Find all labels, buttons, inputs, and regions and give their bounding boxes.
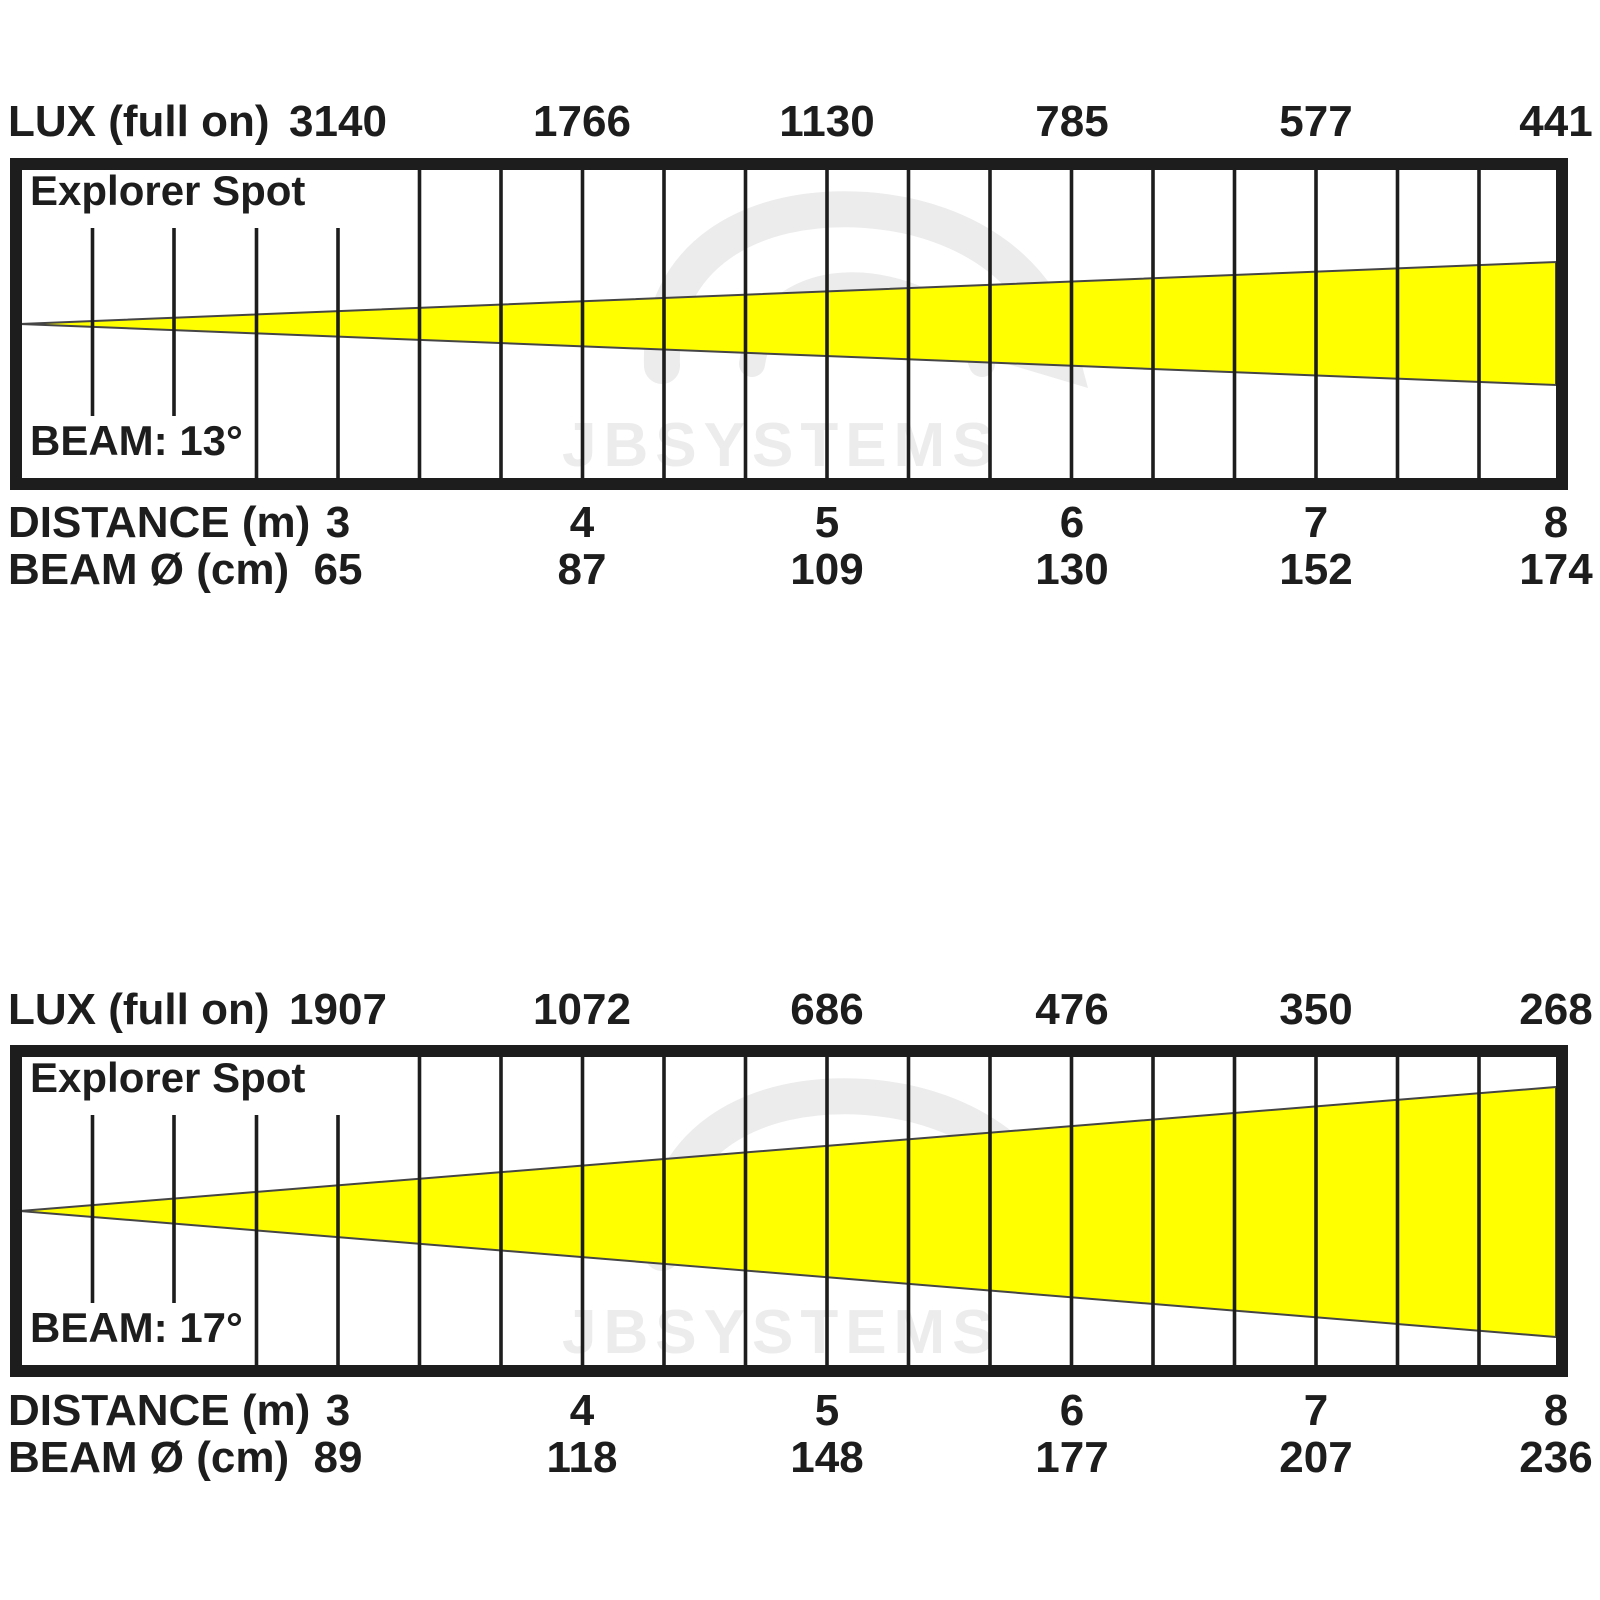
lux-value: 577 — [1279, 97, 1353, 146]
watermark-text: JBSYSTEMS — [562, 411, 1001, 480]
distance-value: 4 — [569, 1386, 595, 1435]
distance-value: 7 — [1303, 1386, 1329, 1435]
box-border — [10, 1045, 1568, 1377]
beam-diameter-value: 87 — [557, 545, 607, 594]
beam-diameter-value: 65 — [313, 545, 363, 594]
watermark-text: JBSYSTEMS — [562, 1298, 1001, 1367]
beam-diameter-value: 89 — [313, 1433, 363, 1482]
lux-value: 1766 — [533, 97, 631, 146]
lux-value: 476 — [1035, 985, 1109, 1034]
beam-diameter-value: 174 — [1519, 545, 1593, 594]
distance-value: 8 — [1543, 498, 1569, 547]
beam-diameter-value: 148 — [790, 1433, 864, 1482]
lux-value: 268 — [1519, 985, 1593, 1034]
lux-value: 1130 — [779, 97, 875, 146]
beam-diameter-row: BEAM Ø (cm) 65 87 109 130 152 174 — [0, 547, 1600, 595]
beam-diameter-value: 118 — [546, 1433, 618, 1482]
lux-row: LUX (full on) 3140 1766 1130 785 577 441 — [0, 99, 1600, 147]
distance-value: 8 — [1543, 1386, 1569, 1435]
beam-diameter-value: 152 — [1279, 545, 1353, 594]
distance-row: DISTANCE (m) 3 4 5 6 7 8 — [0, 500, 1600, 548]
distance-row: DISTANCE (m) 3 4 5 6 7 8 — [0, 1388, 1600, 1436]
beam-diameter-value: 177 — [1035, 1433, 1109, 1482]
distance-value: 6 — [1059, 1386, 1085, 1435]
beam-diameter-row: BEAM Ø (cm) 89 118 148 177 207 236 — [0, 1435, 1600, 1483]
lux-value: 441 — [1519, 97, 1593, 146]
beam-box: JBSYSTEMS Explorer Spot BEAM: 17° — [10, 1045, 1568, 1377]
fixture-label: Explorer Spot — [30, 167, 305, 214]
beam-cone — [19, 260, 1557, 387]
beam-diameter-value: 207 — [1279, 1433, 1353, 1482]
beam-diameter-value: 130 — [1035, 545, 1109, 594]
distance-value: 3 — [325, 498, 351, 547]
distance-label: DISTANCE (m) — [8, 1386, 311, 1435]
lux-value: 350 — [1279, 985, 1353, 1034]
beam-diameter-label: BEAM Ø (cm) — [8, 1433, 290, 1482]
lux-value: 686 — [790, 985, 864, 1034]
lux-value: 1907 — [289, 985, 387, 1034]
distance-value: 6 — [1059, 498, 1085, 547]
distance-value: 3 — [325, 1386, 351, 1435]
distance-value: 4 — [569, 498, 595, 547]
lux-value: 1072 — [533, 985, 631, 1034]
grid-lines — [90, 1051, 1481, 1371]
lux-label: LUX (full on) — [8, 985, 270, 1034]
distance-value: 5 — [814, 498, 840, 547]
distance-value: 7 — [1303, 498, 1329, 547]
lux-value: 3140 — [289, 97, 387, 146]
distance-label: DISTANCE (m) — [8, 498, 311, 547]
lux-label: LUX (full on) — [8, 97, 270, 146]
beam-diameter-value: 236 — [1519, 1433, 1593, 1482]
fixture-label: Explorer Spot — [30, 1054, 305, 1101]
lux-value: 785 — [1035, 97, 1109, 146]
beam-diameter-value: 109 — [790, 545, 864, 594]
box-border — [10, 158, 1568, 490]
lux-row: LUX (full on) 1907 1072 686 476 350 268 — [0, 987, 1600, 1035]
beam-diameter-label: BEAM Ø (cm) — [8, 545, 290, 594]
beam-box: JBSYSTEMS Explorer Spot BEAM: 13° — [10, 158, 1568, 490]
beam-angle-label: BEAM: 17° — [30, 1304, 243, 1351]
beam-angle-label: BEAM: 13° — [30, 417, 243, 464]
grid-lines — [90, 164, 1481, 484]
distance-value: 5 — [814, 1386, 840, 1435]
